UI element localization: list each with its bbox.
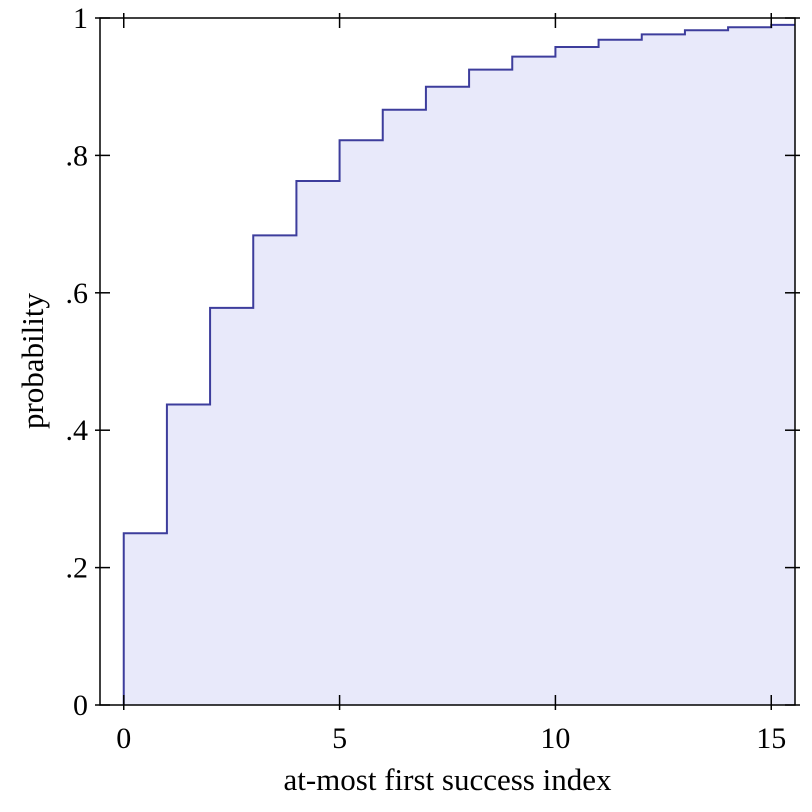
x-tick-label: 5 — [332, 722, 347, 755]
step-line — [122, 23, 795, 705]
y-tick-label: .6 — [66, 277, 89, 310]
x-tick-label: 0 — [116, 722, 131, 755]
y-tick-label: .2 — [66, 552, 89, 585]
x-tick-label: 10 — [540, 722, 570, 755]
plot-border — [99, 17, 796, 706]
y-tick-label: 0 — [73, 689, 88, 722]
y-axis-title: probability — [15, 292, 50, 430]
x-tick-label: 15 — [756, 722, 786, 755]
y-tick-label: .4 — [66, 414, 89, 447]
y-tick-label: 1 — [73, 2, 88, 35]
x-axis-title: at-most first success index — [283, 762, 612, 797]
area-fill — [123, 24, 795, 706]
y-tick-label: .8 — [66, 139, 89, 172]
